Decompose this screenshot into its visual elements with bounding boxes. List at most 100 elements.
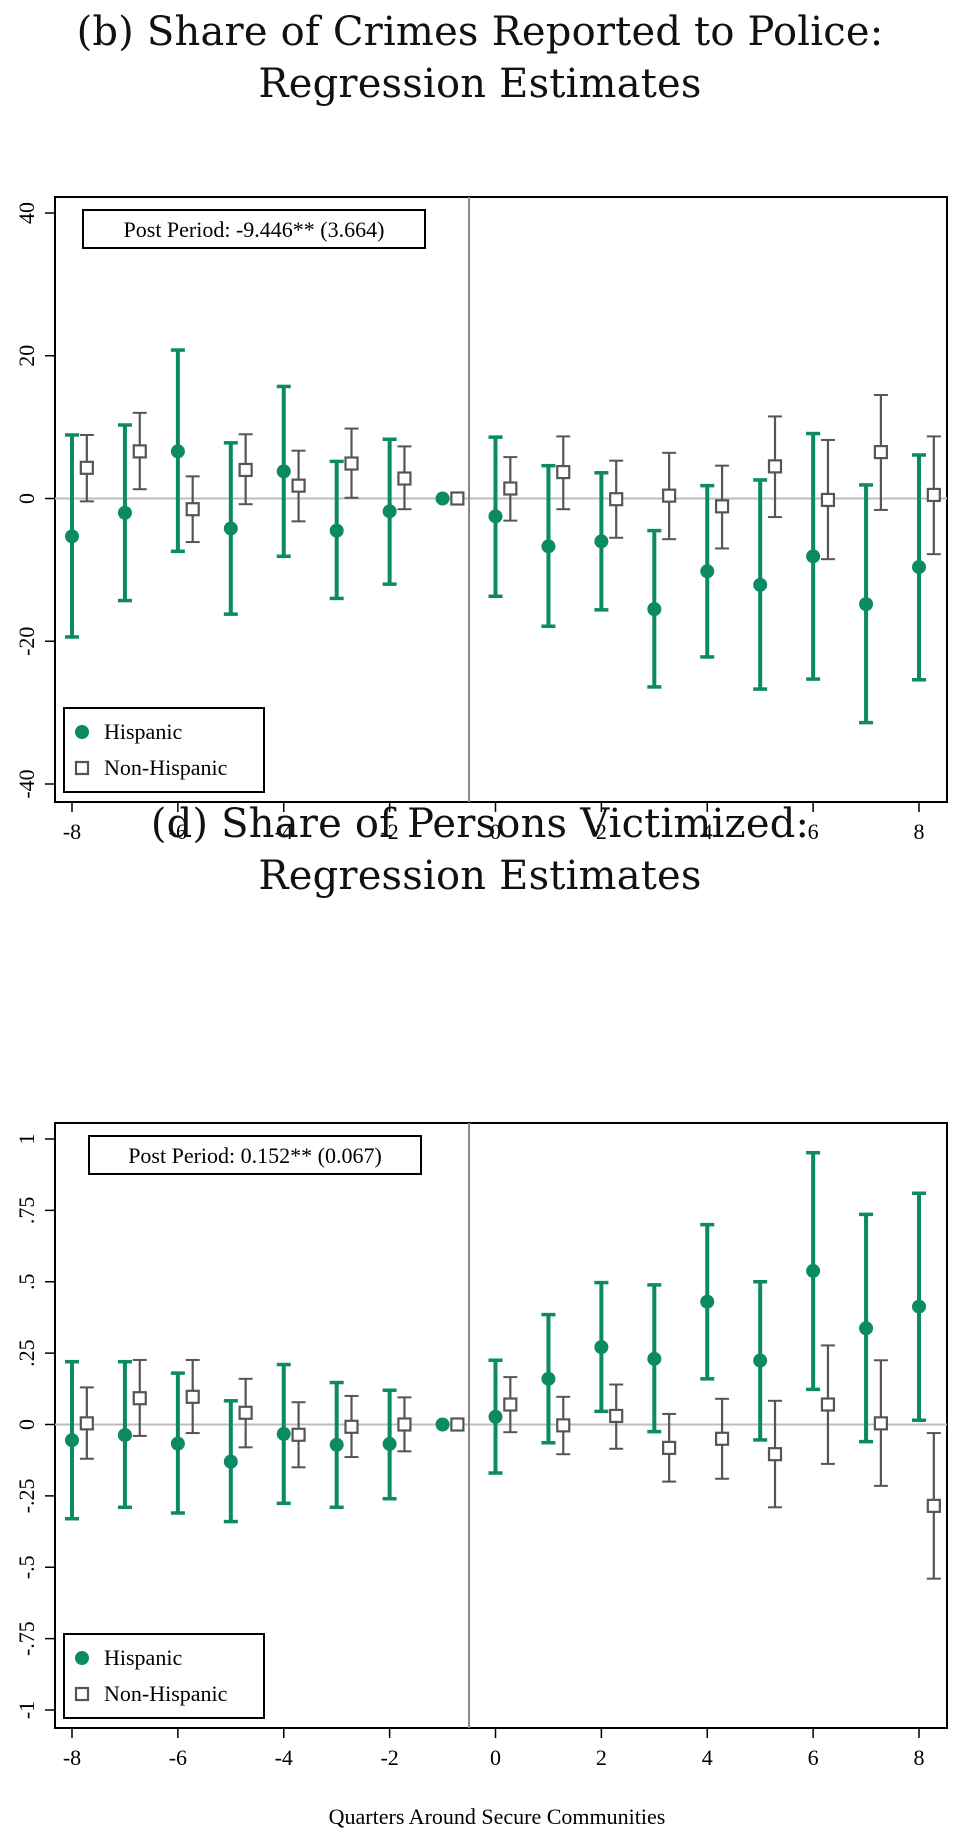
- y-tick-label: -20: [14, 627, 39, 656]
- legend-hispanic-marker: [75, 725, 89, 739]
- data-point-non-hispanic: [503, 1397, 518, 1412]
- post-period-annotation: Post Period: 0.152** (0.067): [88, 1135, 422, 1175]
- data-point-hispanic: [488, 509, 503, 524]
- data-point-non-hispanic: [609, 492, 624, 507]
- data-point-hispanic: [329, 1437, 344, 1452]
- x-tick-label: -6: [169, 819, 187, 844]
- y-tick-label: -.75: [14, 1621, 39, 1656]
- data-point-hispanic: [912, 560, 926, 575]
- data-point-hispanic: [435, 491, 450, 506]
- data-point-hispanic: [117, 1428, 132, 1443]
- data-point-hispanic: [276, 464, 291, 479]
- data-point-hispanic: [859, 597, 874, 612]
- y-tick-label: 40: [14, 202, 39, 224]
- legend-non-hispanic-marker: [74, 760, 90, 776]
- data-point-hispanic: [117, 505, 132, 520]
- data-point-non-hispanic: [344, 456, 359, 471]
- series-non-hispanic: [79, 1344, 941, 1580]
- x-tick-label: 8: [914, 1745, 925, 1770]
- data-point-non-hispanic: [132, 444, 147, 459]
- data-point-non-hispanic: [556, 464, 571, 480]
- y-tick-label: .5: [14, 1274, 39, 1291]
- data-point-non-hispanic: [714, 499, 730, 514]
- legend: Hispanic Non-Hispanic: [63, 1633, 265, 1719]
- data-point-hispanic: [594, 1340, 609, 1355]
- x-tick-label: 4: [702, 1745, 713, 1770]
- data-point-non-hispanic: [79, 460, 94, 475]
- data-point-non-hispanic: [662, 1440, 677, 1456]
- chart-title-line2: Regression Estimates: [258, 853, 702, 899]
- data-point-non-hispanic: [238, 462, 253, 478]
- data-point-non-hispanic: [397, 471, 412, 486]
- chart-persons-victimized: 1 .75 .5 .25 0 -.25 -.5 -.75 -1 -8 -6 -4 -2 0 2 4 6 8 Quar…: [14, 1122, 948, 1829]
- data-point-hispanic: [541, 539, 556, 554]
- data-point-hispanic: [806, 549, 821, 564]
- data-point-non-hispanic: [185, 1389, 200, 1404]
- x-tick-label: 0: [490, 1745, 501, 1770]
- x-tick-label: -4: [275, 819, 293, 844]
- annotation-text: Post Period: 0.152** (0.067): [128, 1143, 382, 1168]
- data-point-hispanic: [170, 444, 185, 459]
- x-tick-label: 6: [808, 1745, 819, 1770]
- annotation-box: [88, 1135, 422, 1175]
- y-tick-label: .25: [14, 1339, 39, 1367]
- annotation-box: [82, 209, 426, 249]
- data-point-non-hispanic: [79, 1416, 94, 1431]
- data-point-hispanic: [647, 1351, 662, 1366]
- legend-box: [63, 707, 265, 793]
- data-point-hispanic: [276, 1426, 291, 1441]
- data-point-hispanic: [700, 1294, 715, 1309]
- data-point-non-hispanic: [714, 1431, 730, 1446]
- x-tick-label: -8: [63, 819, 81, 844]
- data-point-hispanic: [170, 1436, 185, 1451]
- series-non-hispanic: [79, 394, 941, 561]
- data-point-hispanic: [859, 1321, 874, 1336]
- legend-non-hispanic-label: Non-Hispanic: [104, 755, 228, 780]
- y-tick-label: 0: [14, 493, 39, 504]
- legend-hispanic-label: Hispanic: [104, 719, 182, 744]
- x-tick-label: 2: [596, 1745, 607, 1770]
- data-point-non-hispanic: [132, 1391, 147, 1406]
- data-point-non-hispanic: [344, 1419, 359, 1434]
- legend-non-hispanic-marker: [74, 1686, 90, 1702]
- y-tick-label: .75: [14, 1197, 39, 1225]
- annotation-text: Post Period: -9.446** (3.664): [124, 217, 385, 242]
- data-point-hispanic: [912, 1299, 926, 1314]
- legend-non-hispanic-label: Non-Hispanic: [104, 1681, 228, 1706]
- y-tick-label: -.25: [14, 1478, 39, 1513]
- chart-title-line1: (b) Share of Crimes Reported to Police:: [76, 9, 884, 55]
- data-point-hispanic: [700, 564, 715, 579]
- data-point-non-hispanic: [767, 1447, 783, 1462]
- data-point-non-hispanic: [450, 1417, 465, 1432]
- data-point-hispanic: [541, 1371, 556, 1386]
- data-point-non-hispanic: [662, 488, 677, 503]
- data-point-hispanic: [753, 1353, 768, 1368]
- series-hispanic: [65, 1150, 926, 1524]
- data-point-non-hispanic: [820, 1397, 836, 1412]
- legend-hispanic-marker: [75, 1651, 89, 1665]
- y-tick-label: 1: [14, 1134, 39, 1145]
- y-tick-label: -1: [14, 1701, 39, 1719]
- x-tick-label: -2: [380, 1745, 398, 1770]
- data-point-non-hispanic: [609, 1408, 624, 1424]
- data-point-hispanic: [753, 577, 768, 592]
- x-tick-label: -4: [275, 1745, 293, 1770]
- data-point-non-hispanic: [397, 1417, 412, 1432]
- x-tick-label: 6: [808, 819, 819, 844]
- data-point-non-hispanic: [291, 478, 306, 493]
- chart-title-d: (d) Share of Persons Victimized: Regress…: [0, 798, 960, 902]
- data-point-non-hispanic: [503, 481, 518, 496]
- plot-area: 1 .75 .5 .25 0 -.25 -.5 -.75 -1 -8 -6 -4 -2 0 2 4 6 8 Quar…: [14, 1122, 948, 1829]
- legend-hispanic-label: Hispanic: [104, 1645, 182, 1670]
- x-axis-title: Quarters Around Secure Communities: [329, 1804, 666, 1829]
- y-tick-label: 0: [14, 1419, 39, 1430]
- data-point-hispanic: [382, 1436, 397, 1451]
- x-tick-label: 0: [490, 819, 501, 844]
- data-point-non-hispanic: [185, 502, 200, 517]
- data-point-non-hispanic: [767, 459, 783, 474]
- data-point-hispanic: [435, 1417, 450, 1432]
- data-point-hispanic: [223, 521, 238, 536]
- x-tick-label: -8: [63, 1745, 81, 1770]
- chart-title-b: (b) Share of Crimes Reported to Police: …: [0, 6, 960, 110]
